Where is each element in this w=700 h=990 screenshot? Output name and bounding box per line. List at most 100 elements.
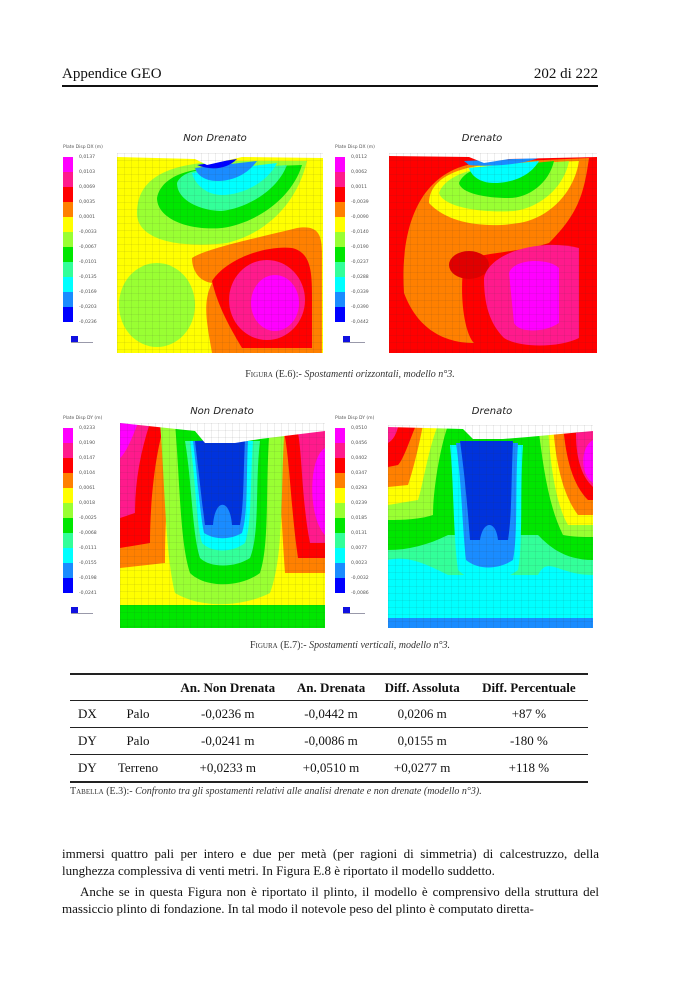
axis-orientation-icon bbox=[343, 607, 350, 613]
body-paragraph: immersi quattro pali per intero e due pe… bbox=[62, 846, 599, 878]
table-cell: +87 % bbox=[469, 700, 588, 728]
legend-swatch bbox=[63, 548, 73, 563]
legend-label: 0,0023 bbox=[351, 561, 368, 566]
legend-swatch bbox=[63, 503, 73, 518]
legend-label: 0,0510 bbox=[351, 426, 368, 431]
legend-swatch bbox=[335, 578, 345, 593]
table-cell: DX bbox=[70, 700, 108, 728]
contour-plot-dy-non-drained bbox=[120, 423, 325, 628]
legend-label: 0,0131 bbox=[351, 531, 368, 536]
table-caption: Tabella (E.3):- Confronto tra gli sposta… bbox=[70, 785, 595, 798]
contour-plot-dx-drained bbox=[389, 153, 597, 353]
table-row: DY Terreno +0,0233 m +0,0510 m +0,0277 m +118… bbox=[70, 754, 588, 783]
legend-swatch bbox=[335, 473, 345, 488]
legend-label: 0,0035 bbox=[79, 200, 96, 205]
legend-swatch bbox=[335, 443, 345, 458]
running-header-title: Appendice GEO bbox=[62, 66, 162, 82]
legend-title: Plate Disp DY (m) bbox=[335, 416, 375, 421]
legend-label: 0,0456 bbox=[351, 441, 368, 446]
axis-line bbox=[71, 342, 93, 343]
column-header bbox=[108, 674, 168, 701]
legend-label: -0,0086 bbox=[351, 591, 369, 596]
legend-swatch bbox=[335, 548, 345, 563]
column-header: An. Drenata bbox=[287, 674, 375, 701]
legend-label: -0,0241 bbox=[79, 591, 97, 596]
axis-line bbox=[71, 613, 93, 614]
legend-swatch bbox=[335, 172, 345, 187]
table-cell: +0,0277 m bbox=[374, 754, 470, 783]
legend-swatch bbox=[63, 232, 73, 247]
table-cell: 0,0206 m bbox=[374, 700, 470, 728]
caption-text: Spostamenti orizzontali, modello n°3. bbox=[304, 369, 455, 380]
axis-orientation-icon bbox=[71, 336, 78, 342]
table-cell: -0,0442 m bbox=[287, 700, 375, 728]
legend-swatch bbox=[335, 307, 345, 322]
axis-orientation-icon bbox=[343, 336, 350, 342]
legend-swatch bbox=[63, 217, 73, 232]
legend-swatch bbox=[63, 458, 73, 473]
legend-label: 0,0147 bbox=[79, 456, 96, 461]
panel-title: Non Drenato bbox=[190, 406, 254, 417]
legend-label: 0,0077 bbox=[351, 546, 368, 551]
legend-label: 0,0347 bbox=[351, 471, 368, 476]
legend-swatch bbox=[335, 458, 345, 473]
panel-title: Drenato bbox=[471, 406, 513, 417]
legend-swatch bbox=[63, 247, 73, 262]
legend-label: 0,0001 bbox=[79, 215, 96, 220]
legend-label: -0,0111 bbox=[79, 546, 97, 551]
legend-label: -0,0032 bbox=[351, 576, 369, 581]
legend-title: Plate Disp DX (m) bbox=[63, 145, 103, 150]
legend-label: -0,0442 bbox=[351, 320, 369, 325]
legend-swatch bbox=[63, 262, 73, 277]
legend-label: -0,0135 bbox=[79, 275, 97, 280]
legend-label: -0,0190 bbox=[351, 245, 369, 250]
legend-label: -0,0169 bbox=[79, 290, 97, 295]
axis-line bbox=[343, 613, 365, 614]
caption-separator: :- bbox=[295, 369, 305, 380]
column-header bbox=[70, 674, 108, 701]
legend-swatch bbox=[63, 533, 73, 548]
legend-swatch bbox=[63, 202, 73, 217]
figure-caption: Figura (E.7):- Spostamenti verticali, mo… bbox=[0, 640, 700, 651]
column-header: Diff. Percentuale bbox=[469, 674, 588, 701]
contour-plot-dx-non-drained bbox=[117, 153, 323, 353]
legend-label: -0,0237 bbox=[351, 260, 369, 265]
legend-label: 0,0233 bbox=[79, 426, 96, 431]
legend-swatch bbox=[335, 518, 345, 533]
legend-swatch bbox=[335, 503, 345, 518]
caption-separator: :- bbox=[126, 786, 136, 797]
header-rule bbox=[62, 85, 598, 87]
comparison-table: An. Non Drenata An. Drenata Diff. Assolu… bbox=[70, 673, 588, 783]
table-cell: -0,0236 m bbox=[168, 700, 288, 728]
legend-label: -0,0203 bbox=[79, 305, 97, 310]
legend-swatch bbox=[335, 563, 345, 578]
legend-label: 0,0104 bbox=[79, 471, 96, 476]
table-cell: DY bbox=[70, 727, 108, 755]
legend-label: 0,0402 bbox=[351, 456, 368, 461]
legend-swatch bbox=[63, 473, 73, 488]
panel-title: Drenato bbox=[461, 133, 503, 144]
legend-swatch bbox=[335, 157, 345, 172]
table-row: DX Palo -0,0236 m -0,0442 m 0,0206 m +87 % bbox=[70, 700, 588, 728]
legend-label: 0,0239 bbox=[351, 501, 368, 506]
legend-swatch bbox=[63, 563, 73, 578]
legend-label: 0,0137 bbox=[79, 155, 96, 160]
legend-swatch bbox=[63, 428, 73, 443]
legend-label: -0,0390 bbox=[351, 305, 369, 310]
legend-swatch bbox=[335, 187, 345, 202]
legend-swatch bbox=[63, 578, 73, 593]
legend-swatch bbox=[335, 277, 345, 292]
legend-label: -0,0155 bbox=[79, 561, 97, 566]
table-cell: -180 % bbox=[469, 727, 588, 755]
legend-swatch bbox=[63, 488, 73, 503]
table-row: DY Palo -0,0241 m -0,0086 m 0,0155 m -180 % bbox=[70, 727, 588, 755]
legend-swatch bbox=[63, 172, 73, 187]
axis-line bbox=[343, 342, 365, 343]
legend-swatch bbox=[63, 307, 73, 322]
legend-swatch bbox=[335, 232, 345, 247]
table-cell: 0,0155 m bbox=[374, 727, 470, 755]
caption-text: Spostamenti verticali, modello n°3. bbox=[309, 640, 451, 651]
legend-title: Plate Disp DX (m) bbox=[335, 145, 375, 150]
table-cell: Palo bbox=[108, 727, 168, 755]
table-cell: -0,0086 m bbox=[287, 727, 375, 755]
